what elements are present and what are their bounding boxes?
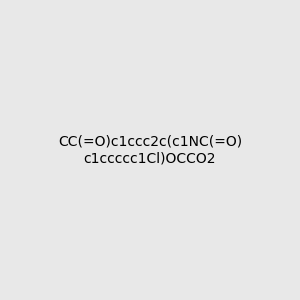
Text: CC(=O)c1ccc2c(c1NC(=O)
c1ccccc1Cl)OCCO2: CC(=O)c1ccc2c(c1NC(=O) c1ccccc1Cl)OCCO2 [58,135,242,165]
